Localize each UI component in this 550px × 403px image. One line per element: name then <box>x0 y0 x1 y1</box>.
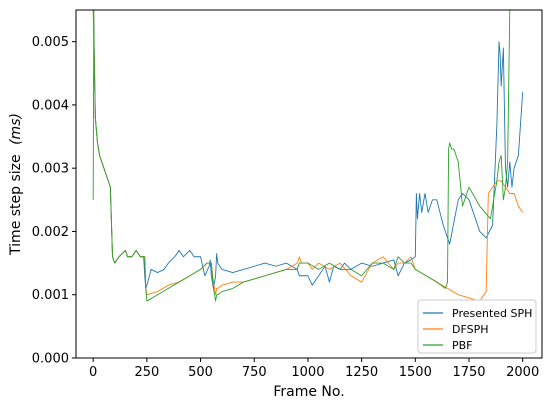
series-layer <box>92 10 524 302</box>
x-tick-label: 250 <box>134 365 159 380</box>
legend: Presented SPH DFSPH PBF <box>417 299 537 354</box>
y-tick-label: 0.004 <box>32 98 69 113</box>
x-tick-label: 1500 <box>399 365 432 380</box>
y-axis-label-unit: (ms) <box>8 113 24 145</box>
plot-frame <box>75 9 543 359</box>
x-axis-label: Frame No. <box>273 384 344 400</box>
y-tick-label: 0.002 <box>32 225 69 240</box>
x-tick-label: 500 <box>188 365 213 380</box>
y-tick-label: 0.003 <box>32 162 69 177</box>
legend-label: Presented SPH <box>452 307 532 320</box>
y-tick-label: 0.005 <box>32 35 69 50</box>
y-axis-label-main: Time step size <box>8 154 24 256</box>
series-line-presented-sph <box>92 10 524 289</box>
y-tick-label: 0.001 <box>32 288 69 303</box>
y-axis-label: Time step size (ms) <box>8 113 24 256</box>
series-line-pbf <box>92 10 514 302</box>
legend-label: PBF <box>452 339 473 352</box>
x-tick-label: 2000 <box>506 365 539 380</box>
y-tick-label: 0.000 <box>32 352 69 367</box>
x-tick-label: 1250 <box>345 365 378 380</box>
y-axis: 0.000 0.001 0.002 0.003 0.004 0.005 <box>32 35 76 367</box>
x-tick-label: 750 <box>242 365 267 380</box>
legend-box <box>417 299 537 354</box>
series-line-dfsph <box>92 10 524 302</box>
legend-label: DFSPH <box>452 323 489 336</box>
x-tick-label: 0 <box>89 365 97 380</box>
x-tick-label: 1000 <box>291 365 324 380</box>
x-tick-label: 1750 <box>452 365 485 380</box>
x-axis: 0 250 500 750 1000 1250 1500 1750 2000 <box>89 358 539 380</box>
